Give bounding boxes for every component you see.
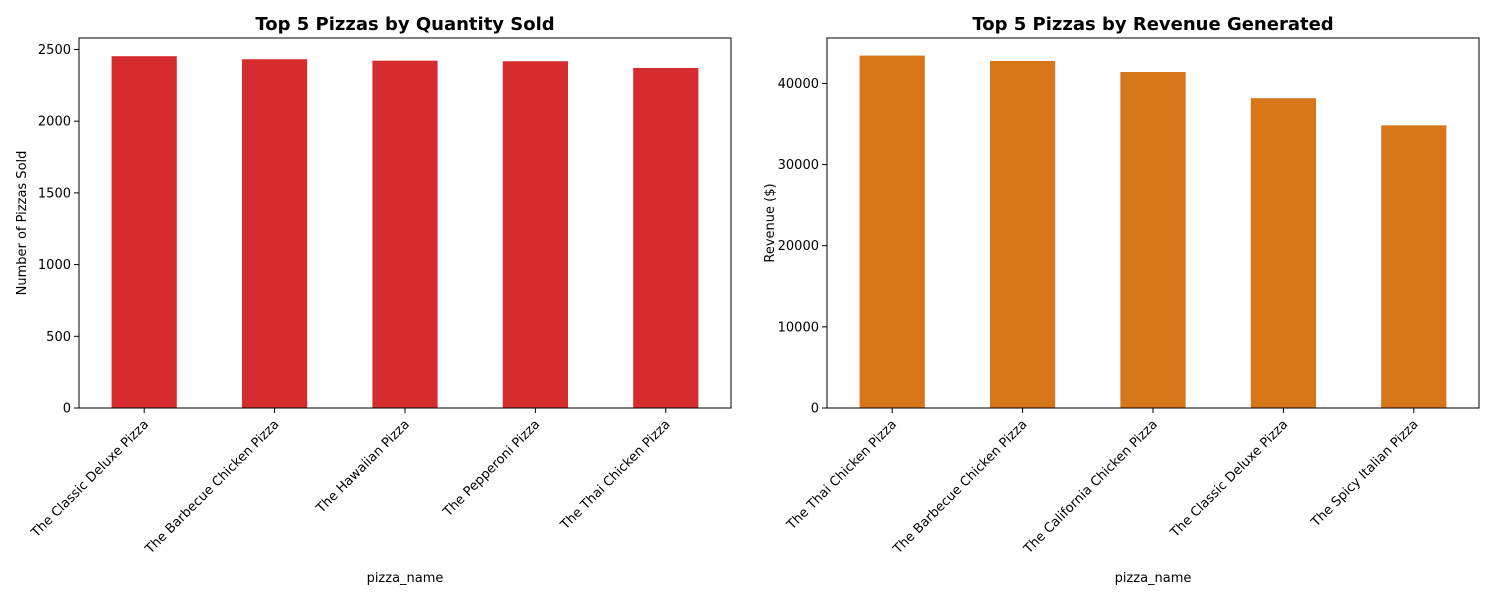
y-tick-label: 500 [46, 330, 71, 345]
y-axis-label: Number of Pizzas Sold [15, 151, 30, 296]
x-tick-label: The Thai Chicken Pizza [557, 417, 673, 533]
bar-4 [502, 61, 568, 409]
bar-5 [633, 67, 699, 408]
y-tick-label: 1000 [38, 258, 71, 273]
y-tick-label: 40000 [778, 77, 819, 92]
bar-1 [859, 55, 925, 408]
y-tick-label: 20000 [778, 239, 819, 254]
y-tick-label: 2500 [38, 43, 71, 58]
bar-5 [1381, 125, 1447, 409]
bar-2 [242, 59, 308, 409]
y-tick-label: 0 [63, 402, 71, 417]
x-tick-label: The Classic Deluxe Pizza [1167, 417, 1291, 541]
x-tick-label: The Classic Deluxe Pizza [28, 417, 152, 541]
x-axis-label: pizza_name [1115, 571, 1192, 586]
x-tick-label: The Hawaiian Pizza [313, 417, 413, 517]
y-tick-label: 30000 [778, 158, 819, 173]
bar-3 [372, 60, 438, 409]
y-tick-label: 2000 [38, 115, 71, 130]
chart-title: Top 5 Pizzas by Quantity Sold [255, 14, 554, 35]
y-axis-label: Revenue ($) [763, 183, 778, 262]
x-axis-label: pizza_name [367, 571, 444, 586]
bar-3 [1120, 71, 1186, 409]
x-tick-label: The Barbecue Chicken Pizza [890, 417, 1030, 557]
x-tick-label: The Thai Chicken Pizza [784, 417, 900, 533]
y-tick-label: 0 [811, 402, 819, 417]
x-tick-label: The Pepperoni Pizza [440, 417, 543, 520]
y-tick-label: 1500 [38, 186, 71, 201]
x-tick-label: The Barbecue Chicken Pizza [142, 417, 282, 557]
y-tick-label: 10000 [778, 320, 819, 335]
bar-1 [111, 56, 177, 409]
x-tick-label: The Spicy Italian Pizza [1308, 417, 1422, 531]
bar-2 [990, 60, 1056, 409]
x-tick-label: The California Chicken Pizza [1020, 417, 1160, 557]
chart-title: Top 5 Pizzas by Revenue Generated [972, 14, 1333, 35]
chart-quantity: 0 500 1000 1500 2000 2500 The Classic Deluxe P… [15, 14, 732, 586]
bar-4 [1250, 98, 1316, 408]
chart-revenue: 0 10000 20000 30000 40000 The Thai Chicken Pi… [763, 14, 1480, 586]
